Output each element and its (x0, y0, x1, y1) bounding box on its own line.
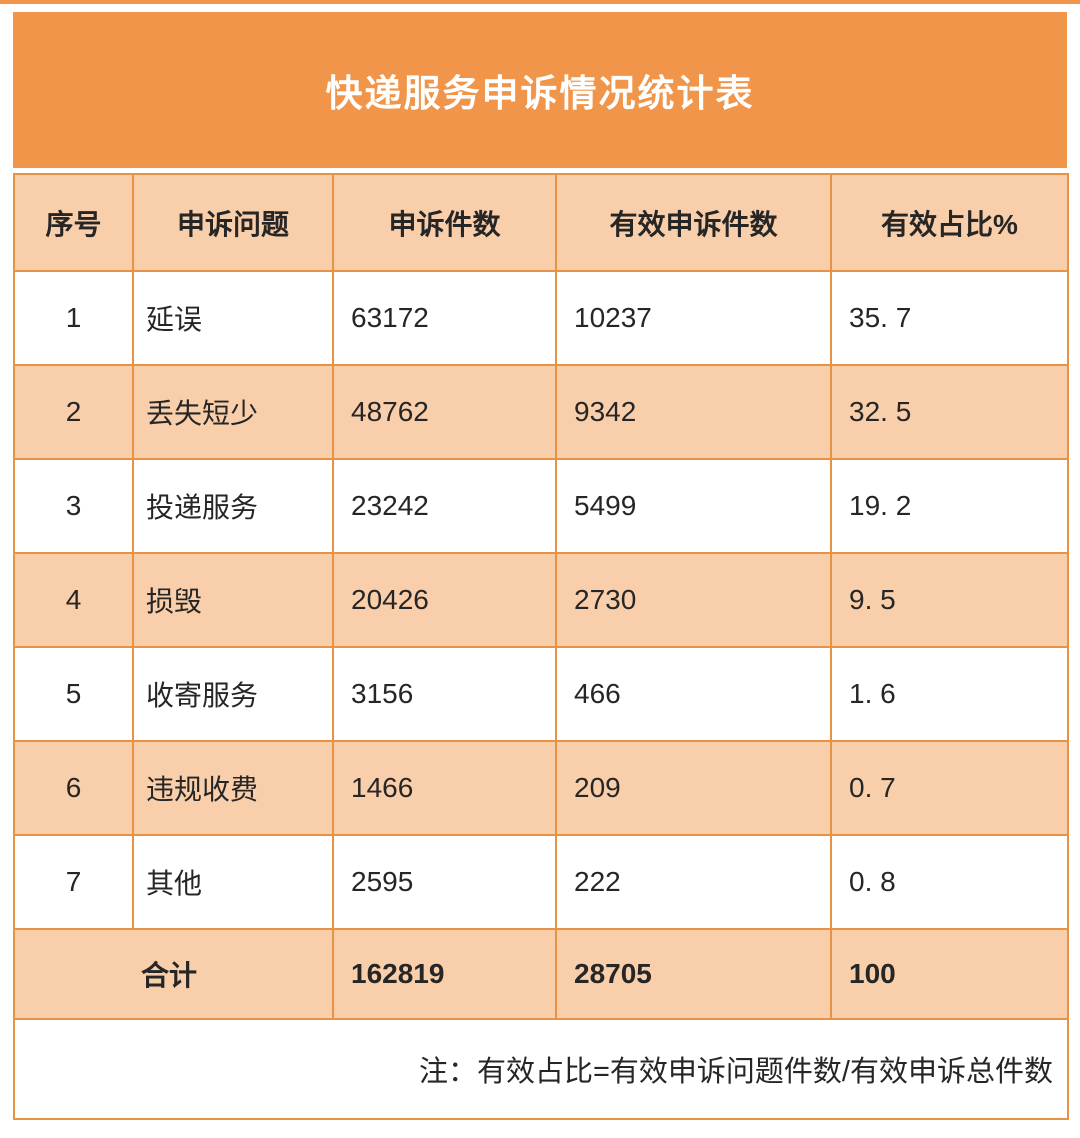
cell-pct: 9. 5 (830, 552, 1069, 648)
header-complaints: 申诉件数 (332, 173, 557, 272)
table-row: 7 其他 2595 222 0. 8 (13, 834, 1069, 930)
table-note-row: 注：有效占比=有效申诉问题件数/有效申诉总件数 (13, 1018, 1069, 1120)
cell-issue: 损毁 (132, 552, 334, 648)
cell-complaints: 2595 (332, 834, 557, 930)
cell-issue: 投递服务 (132, 458, 334, 554)
cell-issue: 延误 (132, 270, 334, 366)
cell-pct: 0. 8 (830, 834, 1069, 930)
table-header-row: 序号 申诉问题 申诉件数 有效申诉件数 有效占比% (13, 173, 1069, 272)
cell-no: 7 (13, 834, 134, 930)
header-issue: 申诉问题 (132, 173, 334, 272)
table-row: 6 违规收费 1466 209 0. 7 (13, 740, 1069, 836)
cell-complaints: 48762 (332, 364, 557, 460)
table-total-row: 合计 162819 28705 100 (13, 928, 1069, 1020)
cell-pct: 32. 5 (830, 364, 1069, 460)
cell-complaints: 63172 (332, 270, 557, 366)
cell-valid: 5499 (555, 458, 832, 554)
cell-complaints: 20426 (332, 552, 557, 648)
cell-issue: 其他 (132, 834, 334, 930)
table-row: 1 延误 63172 10237 35. 7 (13, 270, 1069, 366)
cell-complaints: 1466 (332, 740, 557, 836)
total-valid: 28705 (555, 928, 832, 1020)
cell-pct: 19. 2 (830, 458, 1069, 554)
table-row: 5 收寄服务 3156 466 1. 6 (13, 646, 1069, 742)
header-no: 序号 (13, 173, 134, 272)
cell-issue: 违规收费 (132, 740, 334, 836)
total-pct: 100 (830, 928, 1069, 1020)
table-row: 4 损毁 20426 2730 9. 5 (13, 552, 1069, 648)
cell-no: 5 (13, 646, 134, 742)
cell-valid: 10237 (555, 270, 832, 366)
cell-pct: 0. 7 (830, 740, 1069, 836)
cell-no: 4 (13, 552, 134, 648)
cell-issue: 收寄服务 (132, 646, 334, 742)
table-row: 3 投递服务 23242 5499 19. 2 (13, 458, 1069, 554)
total-label: 合计 (13, 928, 334, 1020)
title-banner: 快递服务申诉情况统计表 (13, 12, 1067, 168)
complaints-statistics-table: 序号 申诉问题 申诉件数 有效申诉件数 有效占比% 1 延误 63172 102… (13, 173, 1069, 1120)
cell-pct: 1. 6 (830, 646, 1069, 742)
cell-complaints: 23242 (332, 458, 557, 554)
cell-valid: 222 (555, 834, 832, 930)
cell-no: 2 (13, 364, 134, 460)
header-valid: 有效申诉件数 (555, 173, 832, 272)
total-complaints: 162819 (332, 928, 557, 1020)
cell-valid: 9342 (555, 364, 832, 460)
table-row: 2 丢失短少 48762 9342 32. 5 (13, 364, 1069, 460)
footnote: 注：有效占比=有效申诉问题件数/有效申诉总件数 (13, 1018, 1069, 1120)
cell-issue: 丢失短少 (132, 364, 334, 460)
top-accent-strip (0, 0, 1080, 4)
cell-no: 3 (13, 458, 134, 554)
cell-pct: 35. 7 (830, 270, 1069, 366)
cell-valid: 466 (555, 646, 832, 742)
header-pct: 有效占比% (830, 173, 1069, 272)
page-title: 快递服务申诉情况统计表 (325, 73, 755, 114)
cell-valid: 2730 (555, 552, 832, 648)
cell-valid: 209 (555, 740, 832, 836)
cell-no: 6 (13, 740, 134, 836)
cell-no: 1 (13, 270, 134, 366)
cell-complaints: 3156 (332, 646, 557, 742)
